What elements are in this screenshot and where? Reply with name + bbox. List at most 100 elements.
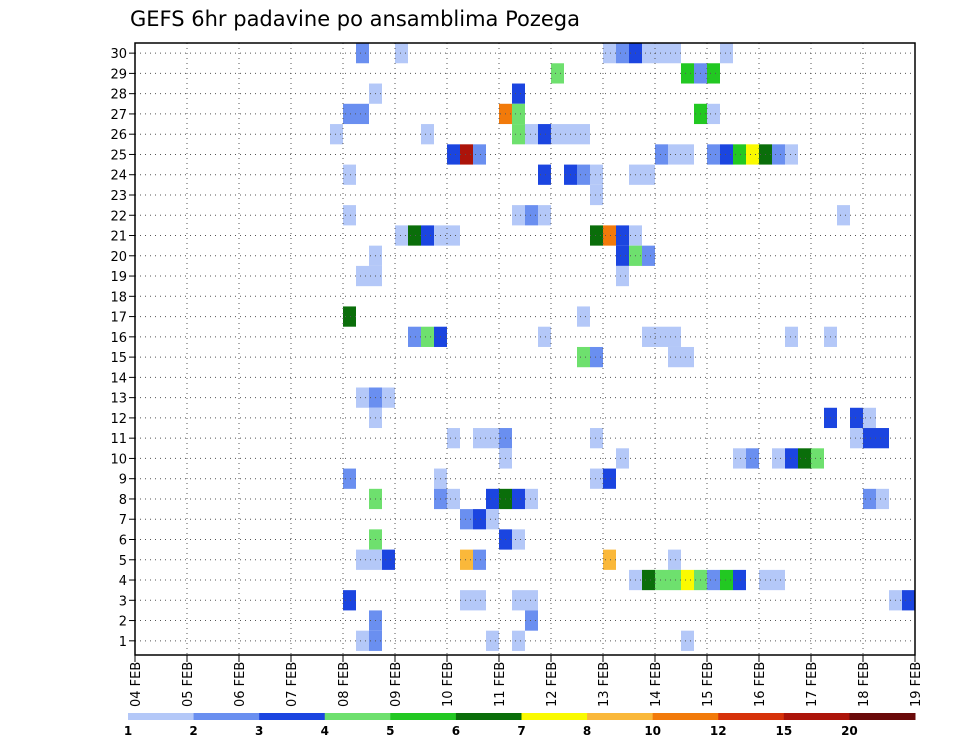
y-tick-label: 4 [119,574,127,589]
y-tick-label: 27 [110,108,127,123]
plot-frame [134,42,916,656]
x-tick-label: 19 FEB [909,662,924,707]
heatmap-cell [707,144,720,165]
heatmap-cell [382,549,395,570]
y-tick-label: 13 [110,392,127,407]
heatmap-cell [668,346,681,368]
heatmap-cell [473,549,486,570]
heatmap-cell [395,225,408,246]
heatmap-cell [577,164,590,185]
colorbar-swatch [521,713,588,720]
x-tick-label: 16 FEB [753,662,768,707]
heatmap-cell [590,468,603,489]
y-axis: 1234567891011121314151617181920212223242… [110,47,135,650]
heatmap-cell [707,63,720,84]
heatmap-cell [343,306,356,327]
heatmap-cell [512,590,525,611]
colorbar-label: 8 [583,724,591,738]
heatmap-cell [850,428,863,449]
y-tick-label: 26 [110,128,127,143]
dotted-grid [135,43,915,655]
colorbar-label: 7 [517,724,525,738]
heatmap-cell [772,144,785,165]
heatmap-cell [876,488,889,510]
heatmap-cell [512,205,525,226]
heatmap-cell [447,488,460,510]
heatmap-cell [798,448,811,469]
x-tick-label: 10 FEB [441,662,456,707]
heatmap-cell [473,590,486,611]
y-tick-label: 1 [119,635,127,650]
heatmap-cell [616,245,629,266]
x-tick-label: 13 FEB [597,662,612,707]
y-tick-label: 15 [110,351,127,366]
heatmap-cells [330,43,915,651]
y-tick-label: 25 [110,148,127,163]
heatmap-cell [850,407,863,429]
heatmap-cell [577,124,590,145]
heatmap-cell [330,124,343,145]
heatmap-cell [642,164,655,185]
heatmap-cell [655,43,668,64]
colorbar-swatch [587,713,654,720]
heatmap-cell [642,43,655,64]
x-tick-label: 15 FEB [701,662,716,707]
heatmap-cell [668,326,681,347]
heatmap-cell [408,326,421,347]
y-tick-label: 29 [110,67,127,82]
heatmap-cell [655,144,668,165]
heatmap-cell [642,326,655,347]
y-tick-label: 14 [110,371,127,386]
heatmap-cell [616,265,629,287]
heatmap-cell [447,144,460,165]
heatmap-cell [525,590,538,611]
heatmap-cell [356,549,369,570]
heatmap-cell [603,468,616,489]
heatmap-cell [473,428,486,449]
heatmap-cell [681,569,694,591]
heatmap-cell [512,488,525,510]
y-tick-label: 11 [110,432,127,447]
y-tick-label: 8 [119,493,127,508]
heatmap-cell [746,144,759,165]
x-tick-label: 08 FEB [337,662,352,707]
heatmap-cell [642,245,655,266]
heatmap-cell [902,590,915,611]
colorbar-swatch [718,713,785,720]
heatmap-cell [668,569,681,591]
heatmap-cell [473,509,486,530]
heatmap-cell [343,590,356,611]
x-axis: 04 FEB 05 FEB 06 FEB 07 FEB 08 FEB 09 FEB 10 F… [129,655,924,707]
heatmap-cell [538,164,551,185]
heatmap-cell [538,326,551,347]
heatmap-cell [486,630,499,651]
heatmap-cell [460,509,473,530]
heatmap-cell [577,306,590,327]
heatmap-cell [421,124,434,145]
heatmap-cell [668,43,681,64]
colorbar-label: 4 [321,724,329,738]
heatmap-cell [577,346,590,368]
y-tick-label: 20 [110,250,127,265]
heatmap-cell [512,630,525,651]
heatmap-cell [707,103,720,125]
heatmap-cell [720,569,733,591]
y-tick-label: 9 [119,473,127,488]
heatmap-cell [616,225,629,246]
y-tick-label: 16 [110,331,127,346]
heatmap-cell [720,144,733,165]
heatmap-cell [733,144,746,165]
heatmap-cell [863,407,876,429]
heatmap-cell [343,103,356,125]
colorbar-swatch [324,713,391,720]
heatmap-cell [382,387,395,408]
heatmap-cell [590,164,603,185]
y-tick-label: 18 [110,290,127,305]
heatmap-cell [408,225,421,246]
heatmap-cell [356,265,369,287]
heatmap-cell [616,448,629,469]
x-tick-label: 11 FEB [493,662,508,707]
heatmap-cell [356,387,369,408]
colorbar-swatch [652,713,719,720]
colorbar-label: 5 [386,724,394,738]
